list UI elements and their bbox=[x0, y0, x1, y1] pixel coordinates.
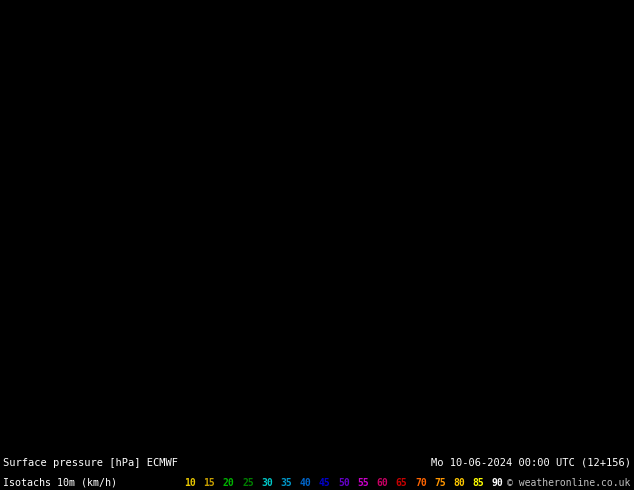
Text: 45: 45 bbox=[319, 477, 330, 488]
Text: Mo 10-06-2024 00:00 UTC (12+156): Mo 10-06-2024 00:00 UTC (12+156) bbox=[431, 458, 631, 467]
Text: 50: 50 bbox=[338, 477, 350, 488]
Text: 35: 35 bbox=[280, 477, 292, 488]
Text: 55: 55 bbox=[358, 477, 369, 488]
Text: 85: 85 bbox=[472, 477, 484, 488]
Text: 80: 80 bbox=[453, 477, 465, 488]
Text: © weatheronline.co.uk: © weatheronline.co.uk bbox=[507, 477, 631, 488]
Text: 25: 25 bbox=[242, 477, 254, 488]
Text: Surface pressure [hPa] ECMWF: Surface pressure [hPa] ECMWF bbox=[3, 458, 178, 467]
Text: 60: 60 bbox=[377, 477, 388, 488]
Text: 20: 20 bbox=[223, 477, 235, 488]
Text: 65: 65 bbox=[396, 477, 408, 488]
Text: Isotachs 10m (km/h): Isotachs 10m (km/h) bbox=[3, 477, 117, 488]
Text: 70: 70 bbox=[415, 477, 427, 488]
Text: 10: 10 bbox=[184, 477, 196, 488]
Text: 30: 30 bbox=[261, 477, 273, 488]
Text: 75: 75 bbox=[434, 477, 446, 488]
Text: 90: 90 bbox=[492, 477, 503, 488]
Text: 15: 15 bbox=[204, 477, 216, 488]
Text: 40: 40 bbox=[300, 477, 311, 488]
